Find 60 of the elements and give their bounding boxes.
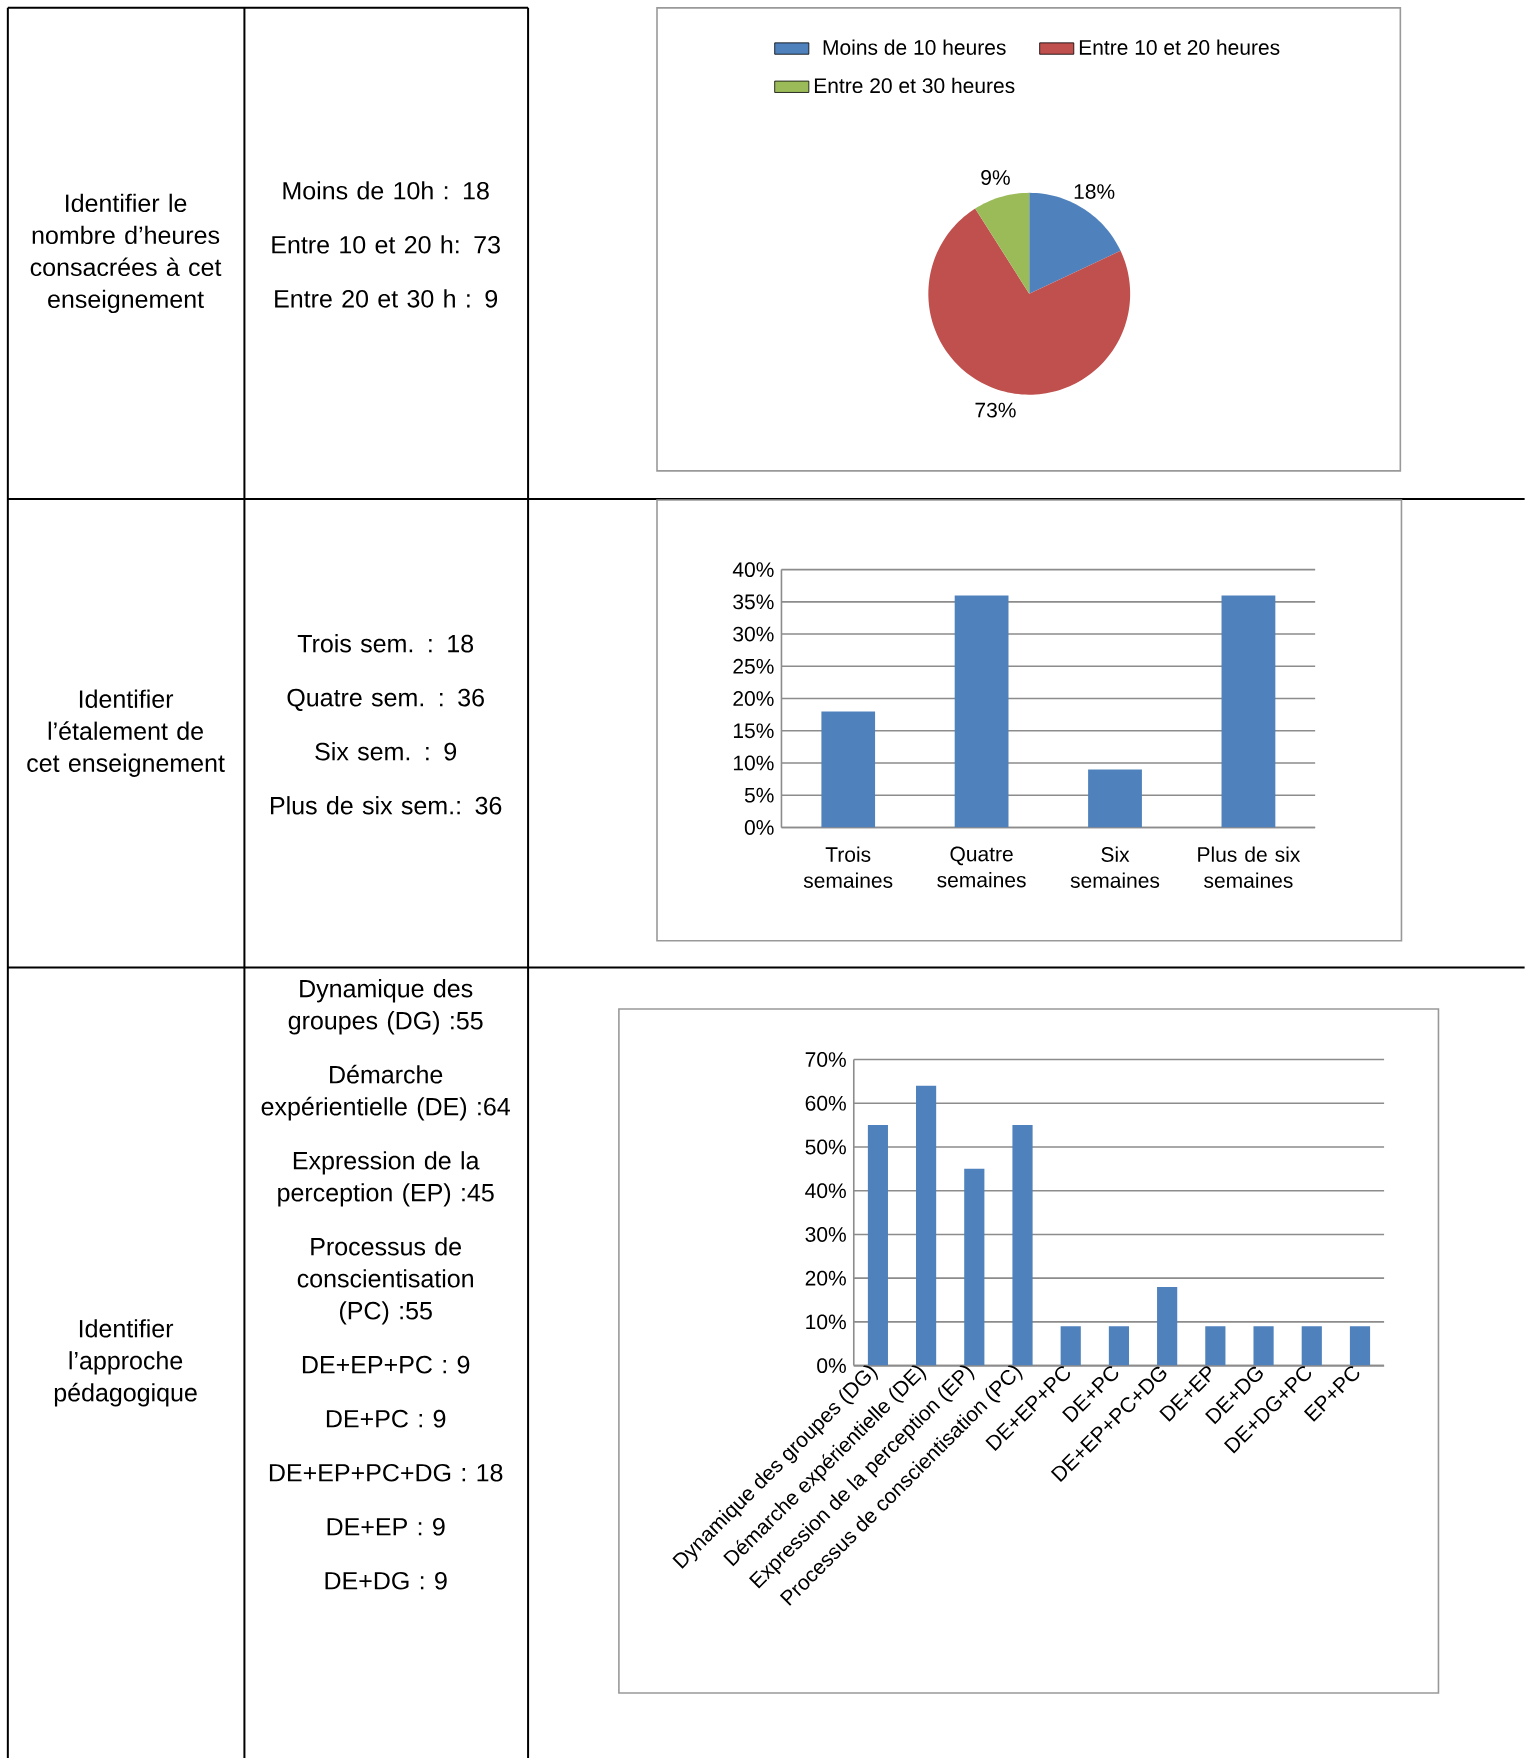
bar	[1060, 1326, 1081, 1366]
bar	[1157, 1286, 1178, 1366]
x-tick-label: Quatre semaines	[937, 846, 1026, 888]
y-tick-label: 5%	[745, 787, 774, 803]
legend-label: Entre 10 et 20 heures	[1080, 39, 1280, 55]
bar	[1012, 1125, 1033, 1366]
y-tick-label: 25%	[733, 658, 774, 674]
bar	[1350, 1326, 1371, 1366]
bar	[1088, 769, 1143, 828]
y-tick-label: 60%	[805, 1095, 847, 1111]
bar	[867, 1125, 889, 1366]
data-label: 73%	[975, 402, 1016, 418]
text: DE+PC : 9	[327, 1409, 446, 1428]
bar	[1205, 1326, 1226, 1366]
text: Entre 20 et 30 h : 9	[275, 289, 498, 308]
x-tick-label: Plus de six semaines	[1198, 846, 1301, 888]
y-tick-label: 40%	[732, 562, 774, 578]
text: DE+EP+PC : 9	[303, 1355, 470, 1374]
y-tick-label: 30%	[733, 626, 774, 642]
bar	[1301, 1326, 1322, 1366]
bar	[916, 1085, 937, 1366]
text: DE+DG : 9	[325, 1571, 447, 1590]
text: Moins de 10h : 18	[283, 181, 489, 200]
text: Trois sem. : 18	[297, 634, 474, 653]
text: Processus de conscientisation (PC) :55	[297, 1237, 474, 1325]
y-tick-label: 20%	[805, 1270, 847, 1286]
text: Entre 10 et 20 h: 73	[272, 235, 501, 254]
text: Identifier l’étalement de cet enseignement	[27, 689, 225, 777]
y-tick-label: 30%	[805, 1227, 847, 1242]
x-tick-label: Six semaines	[1070, 846, 1160, 888]
y-tick-label: 50%	[805, 1139, 847, 1155]
text: Dynamique des groupes (DG) :55	[288, 979, 483, 1035]
y-tick-label: 35%	[733, 594, 774, 610]
text: Quatre sem. : 36	[287, 688, 485, 711]
text: DE+EP+PC+DG : 18	[270, 1463, 503, 1482]
y-tick-label: 20%	[733, 691, 774, 706]
y-tick-label: 15%	[734, 723, 774, 739]
bar	[954, 595, 1009, 828]
bar	[964, 1168, 985, 1366]
y-tick-label: 40%	[805, 1183, 847, 1199]
y-tick-label: 10%	[734, 755, 774, 771]
text: Six sem. : 9	[315, 742, 457, 761]
x-tick-label: Trois semaines	[803, 846, 893, 888]
y-tick-label: 0%	[744, 820, 774, 835]
text: Identifier le nombre d’heures consacrées à cet enseignement	[30, 193, 222, 314]
y-tick-label: 10%	[806, 1314, 847, 1330]
y-tick-label: 70%	[805, 1052, 847, 1067]
text: Identifier l’approche pédagogique	[54, 1319, 197, 1407]
legend-label: Moins de 10 heures	[823, 39, 1006, 55]
text: Démarche expérientielle (DE) :64	[261, 1064, 511, 1121]
legend-label: Entre 20 et 30 heures	[815, 77, 1015, 94]
data-label: 18%	[1074, 184, 1115, 199]
text: Expression de la perception (EP) :45	[278, 1151, 494, 1207]
bar	[1108, 1326, 1130, 1366]
bar	[1253, 1326, 1274, 1366]
bar	[1221, 595, 1276, 828]
bar	[821, 711, 876, 828]
text: DE+EP : 9	[327, 1517, 445, 1536]
text: Plus de six sem.: 36	[271, 796, 502, 815]
data-label: 9%	[981, 170, 1010, 185]
